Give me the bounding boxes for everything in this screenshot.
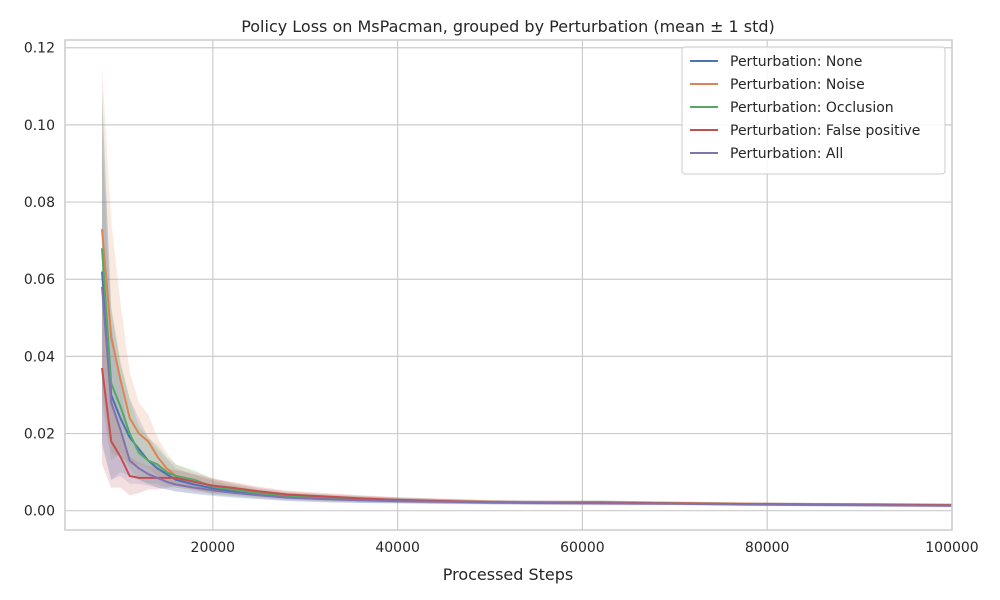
y-axis-ticks: 0.00 0.02 0.04 0.06 0.08 0.10 0.12 <box>24 41 55 520</box>
legend: Perturbation: None Perturbation: Noise Per… <box>681 46 946 175</box>
plot-border <box>64 39 953 531</box>
series-line-4 <box>101 286 953 507</box>
x-axis-ticks: 20000 40000 60000 80000 100000 <box>191 540 979 556</box>
x-tick-label: 60000 <box>560 540 605 556</box>
x-axis-label: Processed Steps <box>443 565 574 584</box>
legend-entry: Perturbation: False positive <box>730 123 920 139</box>
legend-entry: Perturbation: None <box>730 54 862 70</box>
y-tick-label: 0.00 <box>24 504 55 520</box>
y-tick-label: 0.02 <box>24 427 55 443</box>
y-tick-label: 0.04 <box>24 349 55 365</box>
legend-entry: Perturbation: Noise <box>730 77 865 93</box>
x-tick-label: 40000 <box>375 540 420 556</box>
series-lines <box>101 229 953 507</box>
y-tick-label: 0.10 <box>24 118 55 134</box>
x-tick-label: 20000 <box>191 540 236 556</box>
plot-frame <box>64 39 953 531</box>
legend-entry: Perturbation: Occlusion <box>730 100 894 116</box>
x-tick-label: 80000 <box>745 540 790 556</box>
legend-box <box>681 46 946 175</box>
chart-title: Policy Loss on MsPacman, grouped by Pert… <box>241 17 775 36</box>
y-tick-label: 0.08 <box>24 195 55 211</box>
x-tick-label: 100000 <box>925 540 978 556</box>
y-tick-label: 0.12 <box>24 41 55 57</box>
y-tick-label: 0.06 <box>24 272 55 288</box>
legend-entry: Perturbation: All <box>730 146 843 162</box>
